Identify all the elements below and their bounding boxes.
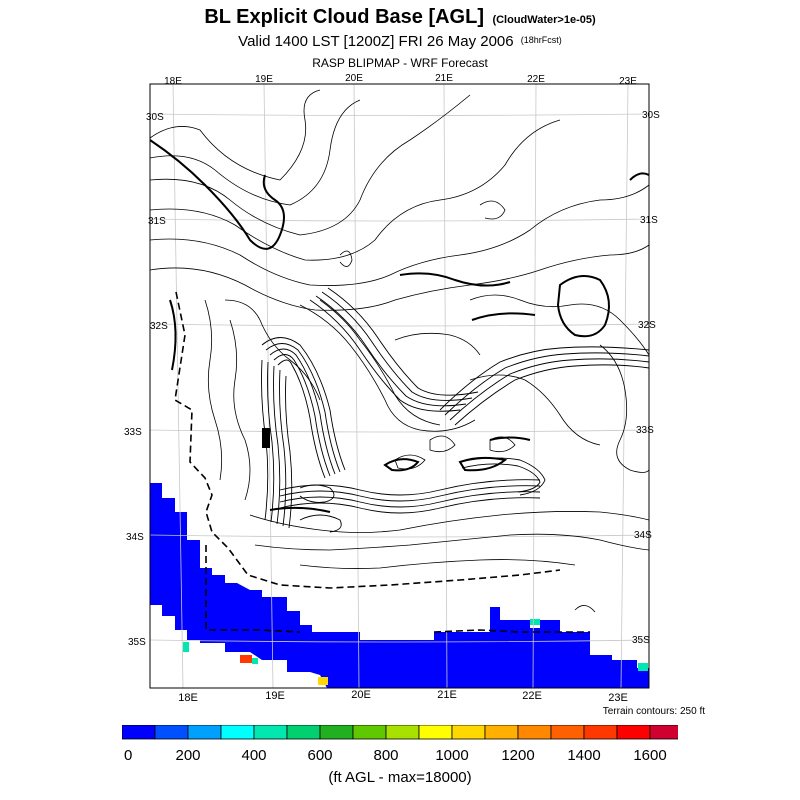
subtitle-text: Valid 1400 LST [1200Z] FRI 26 May 2006 (238, 33, 514, 50)
colorbar-tick-label: 200 (175, 747, 200, 764)
colorbar-tick-label: 0 (124, 747, 132, 764)
subtitle-note: (18hrFcst) (520, 35, 562, 45)
colorbar-swatch (352, 725, 387, 740)
bottom-lon-labels: 18E 19E 20E 21E 22E 23E (178, 689, 628, 704)
bottom-lon-label: 21E (437, 689, 457, 701)
top-lon-label: 21E (435, 73, 453, 84)
cloud-fill-layer (150, 483, 649, 688)
colorbar-swatch (418, 725, 453, 740)
map-subtitle: Valid 1400 LST [1200Z] FRI 26 May 2006 (… (0, 33, 800, 50)
colorbar-swatches (122, 725, 678, 740)
colorbar-swatch (517, 725, 552, 740)
bottom-lon-label: 19E (265, 690, 285, 702)
colorbar-label: (ft AGL - max=18000) (328, 769, 472, 786)
left-lat-labels: 30S 31S 32S 33S 34S 35S (124, 112, 168, 648)
colorbar-tick-label: 800 (373, 747, 398, 764)
colorbar-swatch (385, 725, 420, 740)
coastline (174, 291, 590, 633)
colorbar-tick-label: 1200 (501, 747, 534, 764)
top-lon-label: 18E (164, 76, 182, 87)
top-lon-label: 20E (345, 73, 363, 84)
left-lat-label: 31S (148, 216, 166, 227)
colorbar-swatch (187, 725, 222, 740)
colorbar-swatch (451, 725, 486, 740)
cloud-fill-highlights (183, 619, 648, 685)
colorbar-swatch (286, 725, 321, 740)
colorbar-swatch (319, 725, 354, 740)
colorbar-swatch (484, 725, 519, 740)
left-lat-label: 35S (128, 637, 146, 648)
colorbar-swatch (583, 725, 618, 740)
colorbar-tick-label: 600 (307, 747, 332, 764)
top-lon-label: 23E (619, 76, 637, 87)
colorbar: 0 200 400 600 800 1000 1200 1400 1600 (122, 725, 678, 764)
left-lat-label: 32S (150, 321, 168, 332)
title-text: BL Explicit Cloud Base [AGL] (204, 6, 484, 28)
bottom-lon-label: 23E (608, 692, 628, 704)
map-title: BL Explicit Cloud Base [AGL] (CloudWater… (0, 6, 800, 29)
thick-contours (149, 139, 650, 513)
colorbar-swatch (616, 725, 651, 740)
right-lat-label: 34S (634, 530, 652, 541)
right-lat-labels: 30S 31S 32S 33S 34S 35S (632, 110, 660, 646)
colorbar-swatch (122, 725, 156, 740)
colorbar-tick-label: 1600 (633, 747, 666, 764)
left-lat-label: 33S (124, 427, 142, 438)
dense-contour-bands (261, 287, 650, 533)
colorbar-swatch (253, 725, 288, 740)
colorbar-labels: 0 200 400 600 800 1000 1200 1400 1600 (124, 747, 667, 764)
left-lat-label: 34S (126, 532, 144, 543)
right-lat-label: 32S (638, 320, 656, 331)
right-lat-label: 33S (636, 425, 654, 436)
colorbar-tick-label: 1400 (567, 747, 600, 764)
right-lat-label: 30S (642, 110, 660, 121)
graticule (149, 83, 650, 689)
top-lon-label: 19E (255, 74, 273, 85)
title-note: (CloudWater>1e-05) (492, 14, 596, 26)
cloud-base-contours (149, 89, 650, 613)
map-frame (149, 83, 650, 689)
map-source: RASP BLIPMAP - WRF Forecast (312, 56, 488, 70)
map-canvas: 18E 19E 20E 21E 22E 23E 18E 19E 20E 21E … (124, 73, 660, 704)
top-lon-labels: 18E 19E 20E 21E 22E 23E (164, 73, 637, 87)
bottom-lon-label: 20E (351, 689, 371, 701)
bottom-lon-label: 22E (522, 690, 542, 702)
colorbar-tick-label: 1000 (435, 747, 468, 764)
colorbar-swatch (550, 725, 585, 740)
bottom-lon-label: 18E (178, 692, 198, 704)
colorbar-tick-label: 400 (241, 747, 266, 764)
terrain-contour-note: Terrain contours: 250 ft (602, 706, 705, 717)
dense-cloud-patch (262, 428, 270, 448)
colorbar-swatch (154, 725, 189, 740)
right-lat-label: 31S (640, 215, 658, 226)
left-lat-label: 30S (146, 112, 164, 123)
colorbar-swatch (649, 725, 678, 740)
right-lat-label: 35S (632, 635, 650, 646)
colorbar-swatch (220, 725, 255, 740)
top-lon-label: 22E (527, 74, 545, 85)
